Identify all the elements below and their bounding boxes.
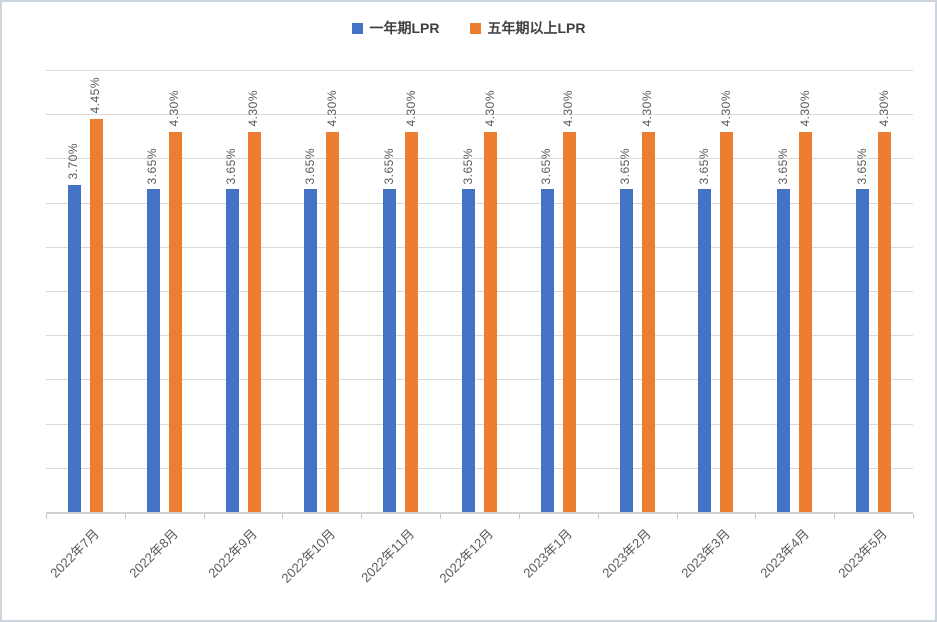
bar-5yr-2022年10月[interactable] (326, 131, 340, 512)
x-axis-tick (518, 514, 520, 519)
bar-value-label: 4.45% (88, 77, 103, 114)
bar-value-label: 3.70% (66, 143, 81, 180)
x-axis-line (46, 512, 913, 514)
x-axis-tick (203, 514, 205, 519)
bar-1yr-2023年4月[interactable] (777, 189, 791, 512)
legend-item-5yr-lpr[interactable]: 五年期以上LPR (469, 18, 586, 38)
bar-value-label: 3.65% (302, 147, 317, 185)
gridline (46, 335, 913, 337)
bar-value-label: 3.65% (145, 147, 160, 185)
x-axis-label: 2023年4月 (756, 526, 812, 581)
legend: 一年期LPR 五年期以上LPR (2, 17, 935, 39)
bar-1yr-2022年8月[interactable] (146, 189, 160, 512)
legend-swatch-1yr-icon (351, 22, 363, 34)
legend-swatch-5yr-icon (469, 22, 481, 34)
x-axis-label: 2022年8月 (126, 526, 181, 581)
bar-value-label: 3.65% (775, 147, 790, 185)
x-axis-tick (46, 514, 47, 519)
bar-1yr-2022年11月[interactable] (383, 189, 397, 512)
legend-item-1yr-lpr[interactable]: 一年期LPR (351, 18, 440, 38)
x-axis-tick (361, 514, 363, 519)
bar-value-label: 4.30% (246, 90, 261, 127)
legend-label-1yr: 一年期LPR (369, 20, 440, 36)
plot-area: 3.70% 4.45% 2022年7月 3.65% 4.30% 2022年8月 3.65% 4… (46, 70, 914, 586)
x-axis-label: 2022年7月 (47, 526, 103, 581)
bar-1yr-2022年7月[interactable] (67, 184, 81, 512)
gridline (46, 158, 913, 160)
gridline (46, 423, 913, 425)
bar-value-label: 3.65% (381, 147, 396, 185)
x-axis-label: 2022年12月 (436, 526, 497, 586)
bar-5yr-2023年3月[interactable] (720, 131, 734, 512)
bar-value-label: 3.65% (539, 147, 554, 185)
bar-5yr-2023年4月[interactable] (799, 131, 813, 512)
legend-label-5yr: 五年期以上LPR (487, 20, 586, 36)
bar-1yr-2022年10月[interactable] (304, 189, 318, 512)
x-axis-label: 2023年5月 (835, 526, 891, 581)
bar-1yr-2023年3月[interactable] (698, 189, 712, 512)
x-axis-tick (676, 514, 678, 519)
bar-5yr-2022年11月[interactable] (405, 131, 419, 512)
bar-5yr-2023年5月[interactable] (878, 131, 892, 512)
gridline (46, 246, 913, 248)
gridline (46, 379, 913, 381)
gridline (46, 467, 913, 469)
bar-value-label: 4.30% (640, 90, 655, 127)
bar-value-label: 4.30% (797, 90, 812, 127)
bar-1yr-2022年9月[interactable] (225, 189, 239, 512)
bar-value-label: 3.65% (696, 147, 711, 185)
x-axis-tick (755, 514, 757, 519)
bar-5yr-2022年9月[interactable] (247, 131, 261, 512)
bar-5yr-2023年2月[interactable] (641, 131, 655, 512)
bar-5yr-2022年8月[interactable] (168, 131, 182, 512)
x-axis-tick (913, 514, 914, 519)
x-axis-tick (440, 514, 442, 519)
x-axis-tick (834, 514, 836, 519)
x-axis-label: 2022年11月 (358, 526, 418, 586)
bar-value-label: 3.65% (224, 147, 239, 185)
x-axis-tick (124, 514, 126, 519)
x-axis-tick (282, 514, 284, 519)
gridline (46, 70, 913, 71)
bar-value-label: 4.30% (324, 90, 339, 127)
x-axis-label: 2022年10月 (278, 526, 339, 586)
gridline (46, 114, 913, 116)
x-axis-label: 2022年9月 (205, 526, 260, 581)
bar-value-label: 4.30% (718, 90, 733, 127)
bar-1yr-2023年5月[interactable] (856, 189, 870, 512)
bar-5yr-2022年12月[interactable] (484, 131, 497, 512)
bar-1yr-2022年12月[interactable] (462, 189, 475, 512)
bar-1yr-2023年1月[interactable] (540, 189, 554, 512)
bar-value-label: 4.30% (167, 90, 182, 127)
bar-1yr-2023年2月[interactable] (619, 189, 633, 512)
bar-value-label: 4.30% (403, 90, 418, 127)
x-axis-label: 2023年1月 (520, 526, 576, 581)
bar-value-label: 4.30% (561, 90, 576, 127)
gridline (46, 202, 913, 204)
bar-value-label: 4.30% (876, 90, 891, 127)
gridline (46, 291, 913, 292)
x-axis-label: 2023年2月 (599, 526, 654, 581)
bar-value-label: 3.65% (618, 147, 633, 185)
bar-value-label: 3.65% (854, 147, 869, 185)
bar-value-label: 4.30% (482, 90, 497, 127)
x-axis-label: 2023年3月 (678, 526, 733, 581)
bar-value-label: 3.65% (460, 147, 475, 185)
bar-5yr-2023年1月[interactable] (562, 131, 576, 512)
x-axis-tick (597, 514, 599, 519)
bar-5yr-2022年7月[interactable] (89, 118, 103, 512)
